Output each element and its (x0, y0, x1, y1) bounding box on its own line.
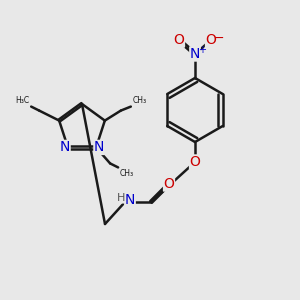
Text: H₃C: H₃C (15, 96, 29, 105)
Text: −: − (214, 32, 224, 44)
Text: N: N (125, 193, 135, 207)
Text: +: + (198, 45, 206, 55)
Text: N: N (60, 140, 70, 154)
Text: O: O (174, 33, 184, 47)
Text: N: N (190, 47, 200, 61)
Text: CH₃: CH₃ (120, 169, 134, 178)
Text: O: O (206, 33, 216, 47)
Text: H: H (117, 193, 125, 203)
Text: N: N (94, 140, 104, 154)
Text: CH₃: CH₃ (133, 96, 147, 105)
Text: O: O (190, 155, 200, 169)
Text: O: O (164, 177, 174, 191)
